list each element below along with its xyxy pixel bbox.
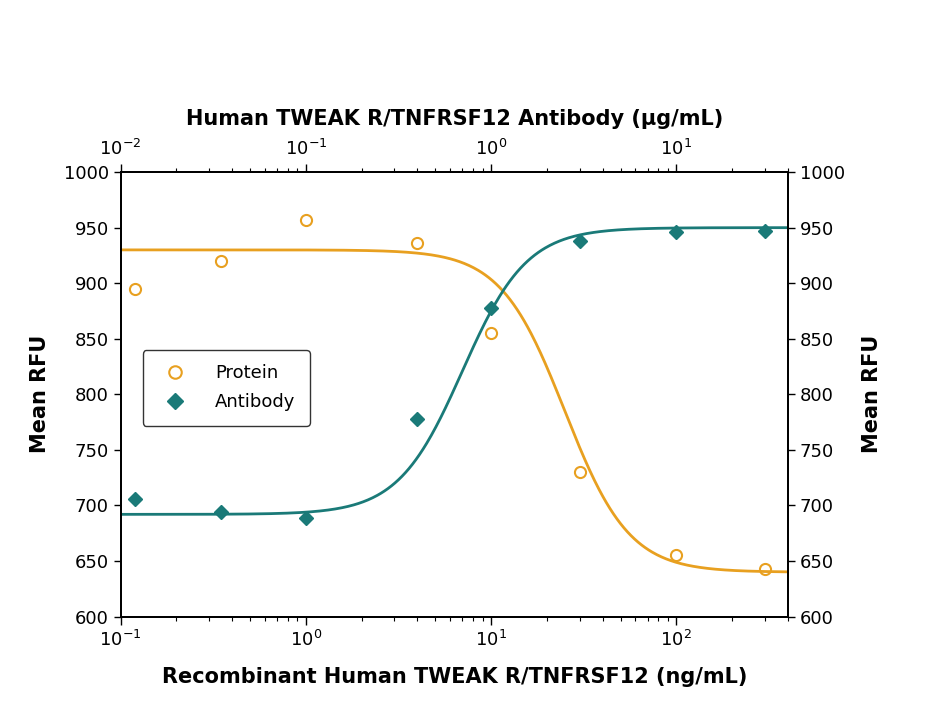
X-axis label: Human TWEAK R/TNFRSF12 Antibody (μg/mL): Human TWEAK R/TNFRSF12 Antibody (μg/mL) xyxy=(185,109,723,129)
Legend: Protein, Antibody: Protein, Antibody xyxy=(143,350,310,426)
X-axis label: Recombinant Human TWEAK R/TNFRSF12 (ng/mL): Recombinant Human TWEAK R/TNFRSF12 (ng/m… xyxy=(161,667,747,687)
Y-axis label: Mean RFU: Mean RFU xyxy=(30,336,50,453)
Y-axis label: Mean RFU: Mean RFU xyxy=(861,336,882,453)
